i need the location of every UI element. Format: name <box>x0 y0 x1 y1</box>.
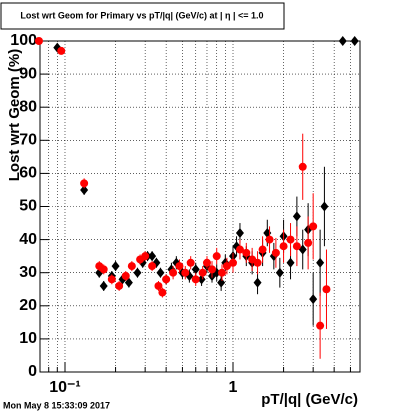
y-tick-label: 50 <box>19 198 37 215</box>
marker <box>222 262 231 271</box>
x-axis-label: pT/|q| (GeV/c) <box>261 391 358 408</box>
marker <box>309 294 318 305</box>
marker <box>80 184 89 195</box>
marker <box>186 258 195 267</box>
marker <box>271 248 280 257</box>
y-tick-label: 40 <box>19 231 37 248</box>
marker <box>316 257 325 268</box>
marker <box>57 46 66 55</box>
marker <box>191 275 200 284</box>
marker <box>198 268 207 277</box>
y-tick-label: 70 <box>19 132 37 149</box>
marker <box>202 258 211 267</box>
marker <box>320 201 329 212</box>
marker <box>99 265 108 274</box>
y-tick-label: 10 <box>19 330 37 347</box>
marker <box>229 258 238 267</box>
marker <box>316 321 325 330</box>
marker <box>191 264 200 275</box>
marker <box>133 267 142 278</box>
marker <box>141 252 150 261</box>
timestamp: Mon May 8 15:33:09 2017 <box>3 400 110 410</box>
marker <box>148 262 157 271</box>
marker <box>298 162 307 171</box>
marker <box>350 36 359 46</box>
marker <box>175 262 184 271</box>
marker <box>124 277 133 288</box>
marker <box>156 267 165 278</box>
marker <box>235 227 244 238</box>
marker <box>309 222 318 231</box>
marker <box>322 285 331 294</box>
y-tick-label: 0 <box>28 363 37 380</box>
marker <box>212 252 221 261</box>
x-tick-label: 10⁻¹ <box>49 379 81 396</box>
marker <box>121 272 130 281</box>
chart-title: Lost wrt Geom for Primary vs pT/|q| (GeV… <box>20 10 263 20</box>
marker <box>115 281 124 290</box>
marker <box>242 248 251 257</box>
y-tick-label: 20 <box>19 297 37 314</box>
marker <box>34 37 43 45</box>
marker <box>99 280 108 291</box>
marker <box>181 268 190 277</box>
marker <box>292 242 301 251</box>
marker <box>253 277 262 288</box>
y-tick-label: 90 <box>19 65 37 82</box>
marker <box>217 268 226 277</box>
marker <box>111 261 120 272</box>
marker <box>275 267 284 278</box>
y-tick-label: 80 <box>19 98 37 115</box>
marker <box>154 281 163 290</box>
marker <box>286 235 295 244</box>
marker <box>107 275 116 284</box>
marker <box>265 235 274 244</box>
marker <box>279 242 288 251</box>
marker <box>162 275 171 284</box>
y-tick-label: 60 <box>19 165 37 182</box>
marker <box>235 245 244 254</box>
y-tick-label: 30 <box>19 264 37 281</box>
marker <box>217 277 226 288</box>
marker <box>258 245 267 254</box>
marker <box>208 265 217 274</box>
marker <box>80 179 89 188</box>
y-tick-label: 100 <box>10 32 37 49</box>
marker <box>338 36 347 46</box>
title-box <box>0 2 285 30</box>
marker <box>197 274 206 285</box>
marker <box>304 238 313 247</box>
marker <box>158 288 167 297</box>
x-tick-label: 1 <box>229 379 238 396</box>
marker <box>253 258 262 267</box>
marker <box>286 257 295 268</box>
marker <box>169 268 178 277</box>
marker <box>292 211 301 222</box>
marker <box>127 262 136 271</box>
y-axis-label: Lost wrt Geom (%) <box>6 49 23 182</box>
marker <box>148 251 157 262</box>
